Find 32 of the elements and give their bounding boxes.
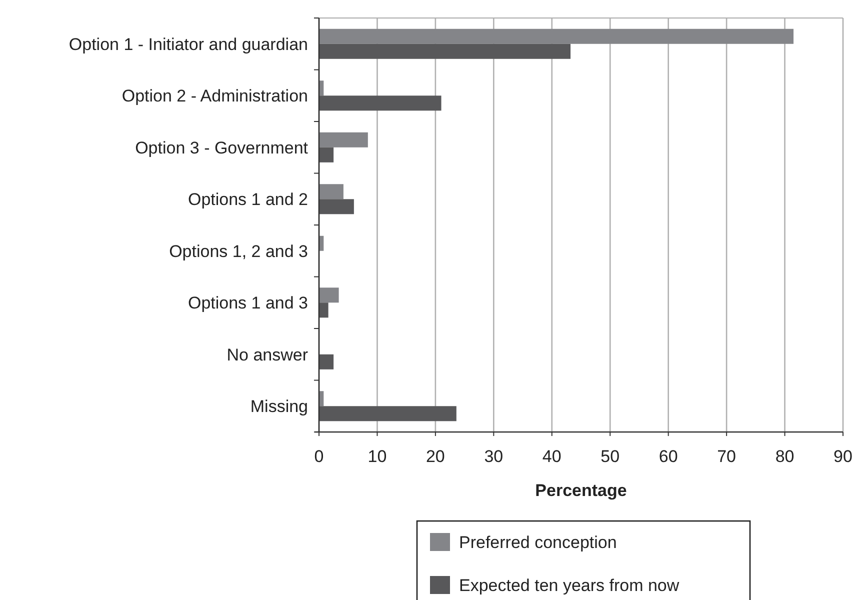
bar — [319, 302, 328, 318]
legend-label: Expected ten years from now — [459, 576, 680, 595]
bar — [319, 132, 368, 148]
x-tick-label: 80 — [775, 447, 794, 466]
x-tick-label: 40 — [542, 447, 562, 466]
y-tick-label: No answer — [226, 345, 308, 364]
bar — [319, 96, 442, 111]
bar — [319, 28, 794, 44]
legend-label: Preferred conception — [459, 533, 617, 552]
x-tick-label: 70 — [717, 447, 736, 466]
bar — [319, 147, 334, 162]
x-tick-label: 90 — [834, 447, 852, 466]
y-tick-label: Options 1 and 3 — [188, 294, 308, 313]
x-tick-label: 20 — [426, 447, 445, 466]
y-tick-label: Options 1 and 2 — [188, 190, 308, 210]
y-tick-label: Option 2 - Administration — [122, 86, 308, 106]
bar — [319, 288, 339, 303]
bar — [319, 184, 344, 200]
y-tick-label: Option 3 - Government — [135, 138, 308, 158]
y-tick-label: Option 1 - Initiator and guardian — [68, 34, 308, 54]
y-tick-label: Missing — [250, 397, 308, 416]
x-tick-label: 30 — [484, 447, 504, 466]
y-tick-label: Options 1, 2 and 3 — [169, 242, 308, 261]
bar — [319, 406, 456, 422]
bar — [319, 199, 354, 214]
x-axis-title: Percentage — [535, 481, 627, 500]
x-tick-label: 10 — [368, 447, 387, 466]
x-tick-label: 60 — [658, 447, 678, 466]
x-tick-label: 0 — [314, 447, 324, 466]
bar — [319, 44, 571, 59]
x-tick-label: 50 — [600, 447, 620, 466]
bar — [319, 354, 334, 370]
